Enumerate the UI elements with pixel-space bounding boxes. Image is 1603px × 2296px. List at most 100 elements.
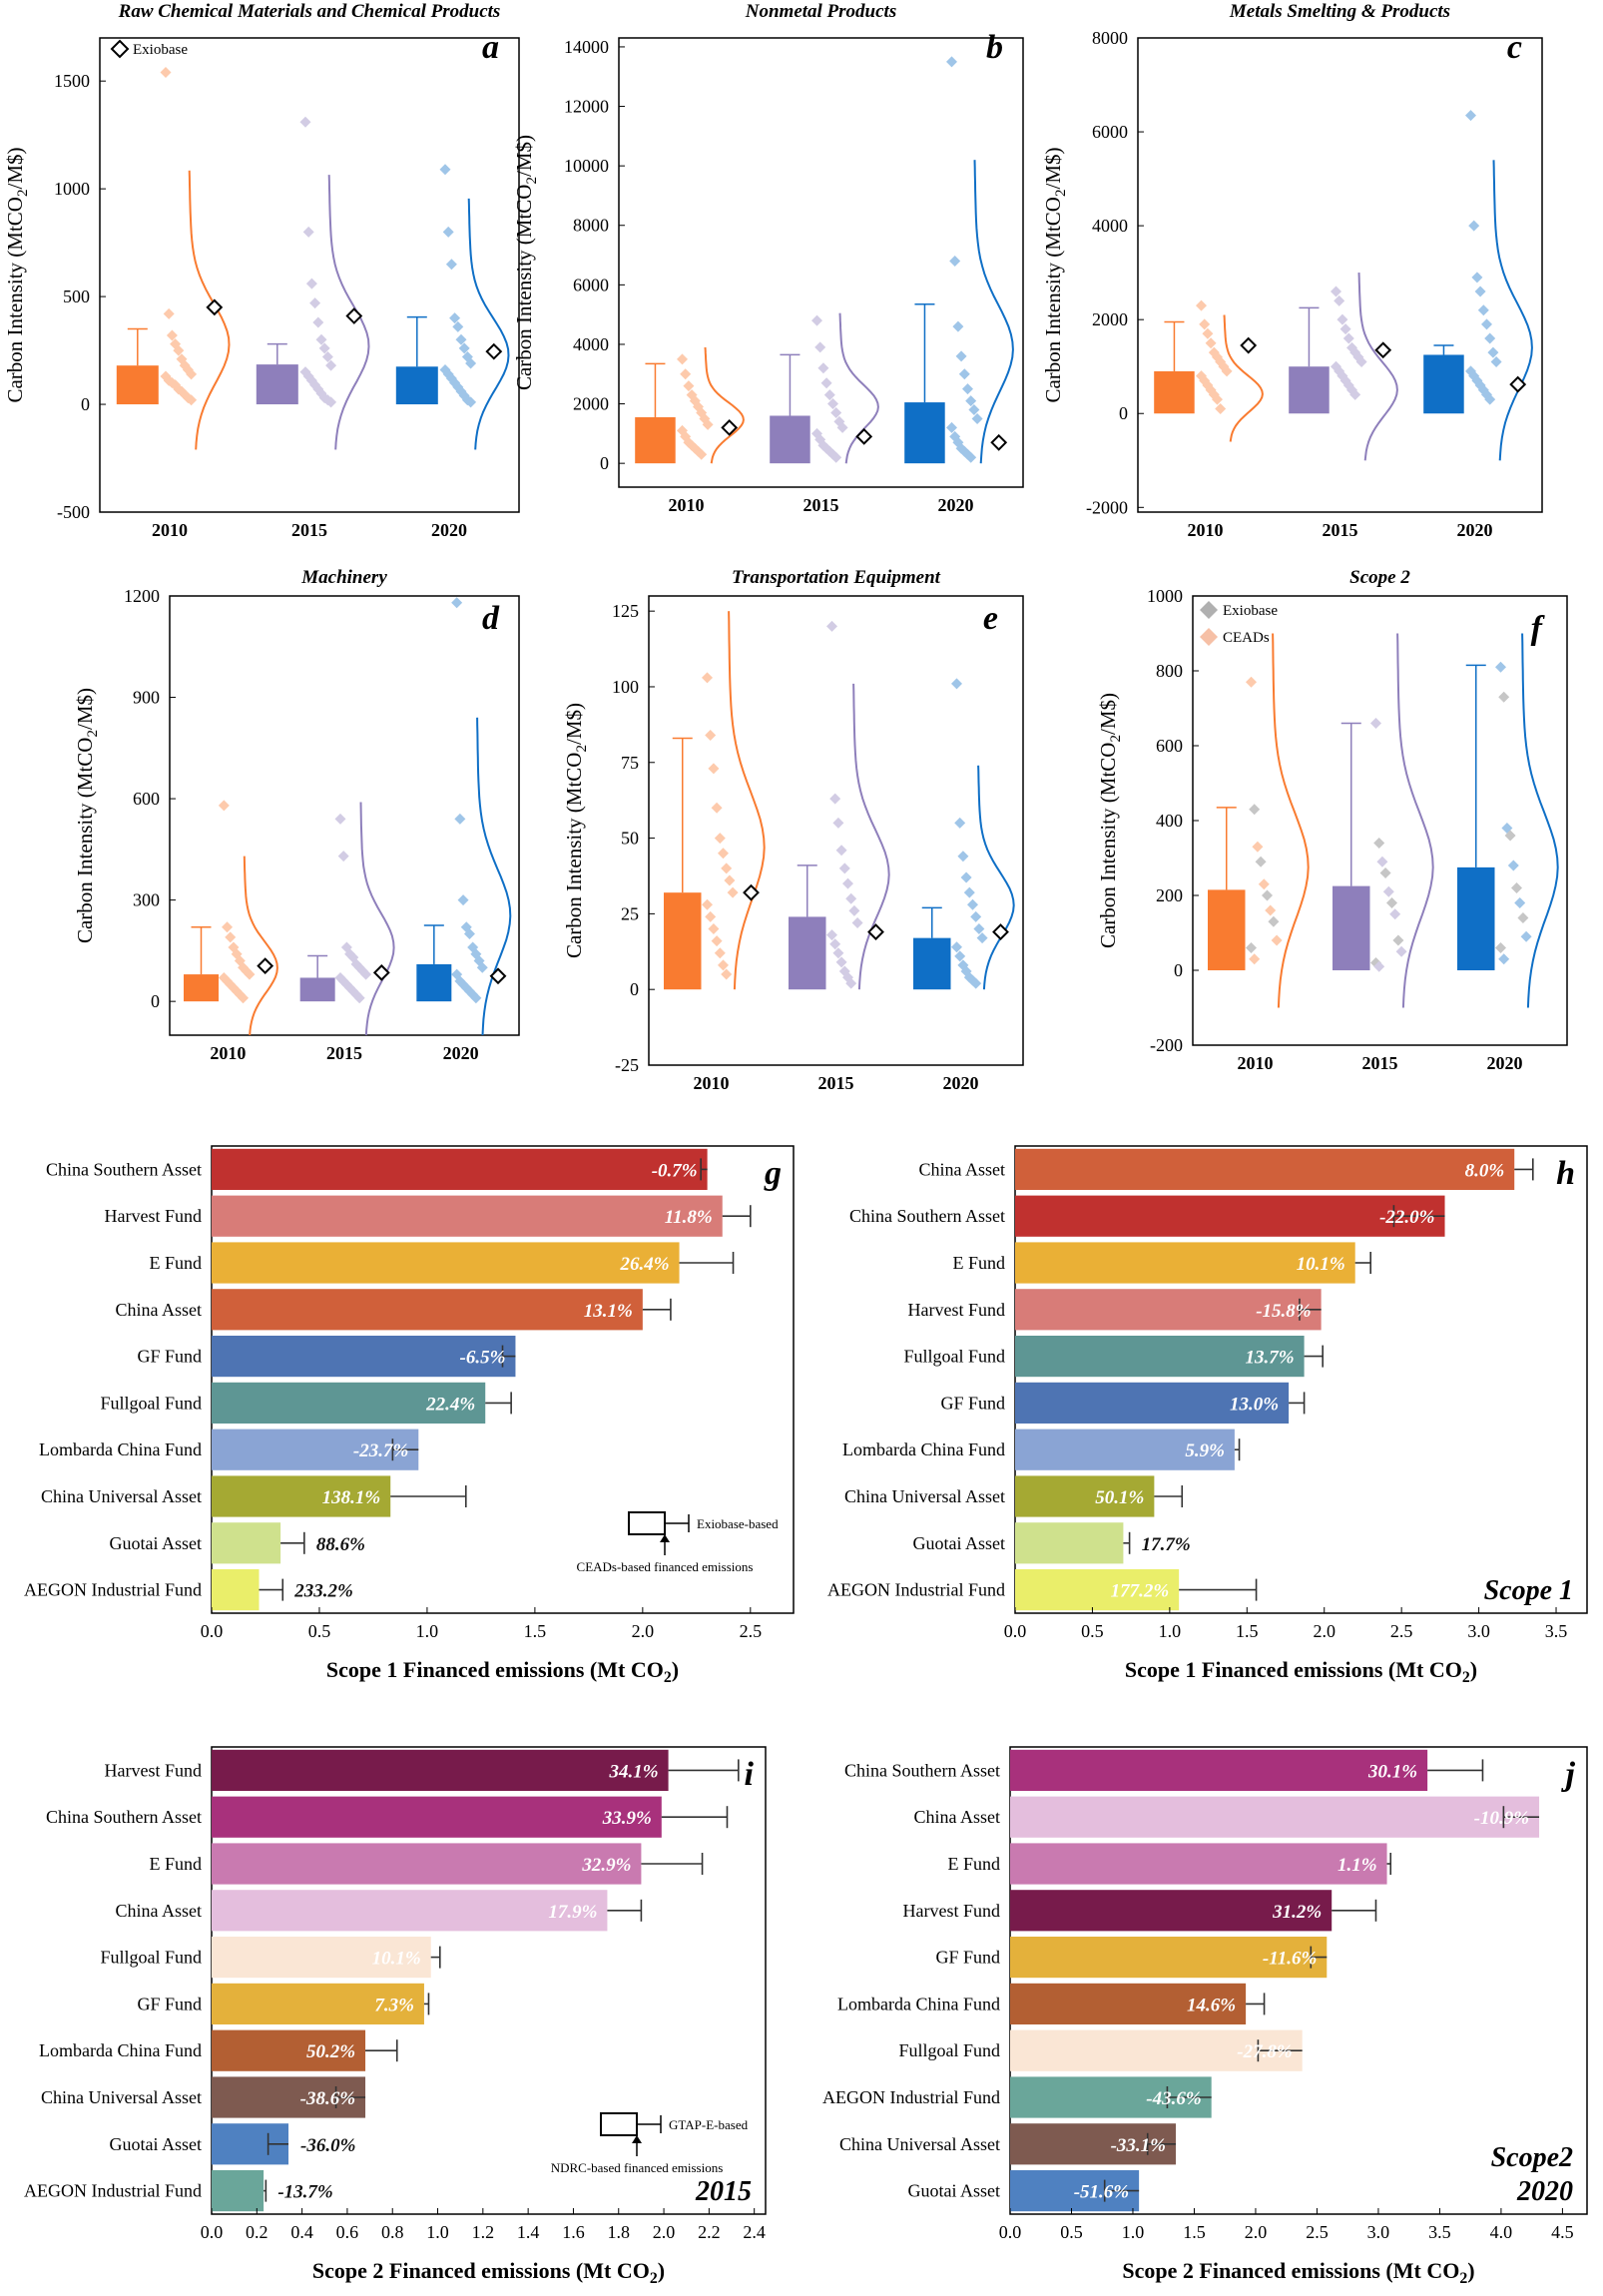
corner-label: Scope 1 bbox=[1484, 1575, 1573, 1606]
y-tick-label: 10000 bbox=[564, 156, 609, 176]
data-point bbox=[1265, 904, 1277, 916]
y-axis-label-part: Carbon Intensity (MtCO bbox=[1041, 197, 1065, 402]
x-tick-label: 3.0 bbox=[1367, 2222, 1390, 2242]
change-label: 177.2% bbox=[1111, 1581, 1170, 1602]
change-label: 34.1% bbox=[609, 1761, 659, 1782]
y-axis-label-subscript: 2 bbox=[524, 177, 540, 185]
x-tick-label: 2.5 bbox=[1390, 1621, 1413, 1641]
change-label: 8.0% bbox=[1465, 1160, 1505, 1181]
bar bbox=[212, 2029, 366, 2071]
data-point bbox=[1504, 830, 1516, 842]
bar bbox=[212, 1475, 391, 1517]
data-point bbox=[1465, 110, 1476, 122]
data-point bbox=[325, 359, 337, 371]
fund-label: Harvest Fund bbox=[908, 1300, 1006, 1320]
data-point bbox=[714, 947, 726, 959]
data-point bbox=[1474, 286, 1486, 297]
x-tick-label: 3.5 bbox=[1545, 1621, 1568, 1641]
data-point bbox=[727, 886, 739, 898]
x-axis-label-subscript: 2 bbox=[664, 1669, 672, 1686]
fund-label: China Asset bbox=[115, 1300, 202, 1320]
data-point bbox=[1511, 882, 1522, 893]
data-point bbox=[1495, 942, 1506, 953]
fund-label: E Fund bbox=[947, 1854, 1000, 1874]
data-point bbox=[451, 597, 463, 609]
data-point bbox=[218, 800, 230, 812]
x-tick-label: 2010 bbox=[669, 495, 705, 515]
bar bbox=[212, 1522, 281, 1564]
density-curve bbox=[1272, 633, 1310, 1008]
data-point bbox=[962, 383, 973, 395]
bar bbox=[913, 937, 951, 990]
data-point bbox=[971, 412, 983, 424]
y-tick-label: 25 bbox=[621, 903, 639, 923]
change-label: 14.6% bbox=[1187, 1995, 1236, 2015]
fund-label: GF Fund bbox=[935, 1948, 1000, 1968]
data-point bbox=[954, 950, 966, 962]
legend-note: CEADs-based financed emissions bbox=[577, 1559, 754, 1574]
x-tick-label: 0.0 bbox=[999, 2222, 1022, 2242]
y-axis-label-part: Carbon Intensity (MtCO bbox=[1096, 743, 1120, 948]
change-label: -11.6% bbox=[1263, 1949, 1317, 1970]
density-curve bbox=[243, 856, 278, 1036]
data-point bbox=[958, 368, 970, 380]
x-tick-label: 1.5 bbox=[524, 1621, 547, 1641]
data-point bbox=[957, 851, 969, 862]
bar bbox=[212, 1749, 669, 1791]
fund-label: Guotai Asset bbox=[110, 2134, 203, 2154]
x-tick-label: 2020 bbox=[938, 495, 974, 515]
fund-label: Lombarda China Fund bbox=[842, 1439, 1005, 1459]
density-curve bbox=[1492, 160, 1533, 461]
x-tick-label: 2015 bbox=[1362, 1053, 1398, 1073]
x-tick-label: 1.0 bbox=[426, 2222, 449, 2242]
data-point bbox=[449, 312, 461, 324]
data-point bbox=[1379, 867, 1391, 878]
data-point bbox=[965, 395, 977, 407]
bar bbox=[789, 916, 826, 990]
data-point bbox=[711, 935, 723, 947]
data-point bbox=[1221, 365, 1233, 377]
bar bbox=[212, 1429, 419, 1470]
x-axis-label-part: ) bbox=[672, 1657, 679, 1682]
data-point bbox=[445, 259, 457, 271]
bar bbox=[212, 1289, 643, 1331]
bar bbox=[212, 1148, 708, 1190]
data-point bbox=[1271, 934, 1283, 946]
plot-frame bbox=[211, 1145, 795, 1614]
data-point bbox=[1520, 930, 1532, 942]
y-tick-label: 1000 bbox=[1147, 586, 1183, 606]
bar bbox=[1015, 1522, 1124, 1564]
data-point bbox=[1342, 332, 1354, 344]
bar bbox=[212, 1569, 260, 1611]
data-point bbox=[835, 845, 847, 857]
bar bbox=[1010, 2029, 1303, 2071]
bar bbox=[1015, 1569, 1180, 1611]
data-point bbox=[1331, 286, 1341, 297]
panel-i: i Harvest Fund 34.1% China Southern Asset 33… bbox=[24, 1746, 767, 2287]
data-point bbox=[965, 451, 977, 463]
change-label: 13.7% bbox=[1246, 1348, 1295, 1369]
fund-label: China Asset bbox=[115, 1901, 202, 1921]
exiobase-marker bbox=[743, 883, 760, 901]
panel-letter: j bbox=[1561, 1756, 1576, 1793]
x-tick-label: 1.0 bbox=[416, 1621, 439, 1641]
legend-label: CEADs bbox=[1223, 630, 1270, 646]
x-tick-label: 1.2 bbox=[472, 2222, 495, 2242]
legend-marker bbox=[110, 39, 130, 59]
density-curve bbox=[704, 346, 745, 464]
x-tick-label: 2010 bbox=[210, 1043, 246, 1063]
bar bbox=[212, 1890, 608, 1932]
data-point bbox=[1339, 323, 1351, 335]
data-point bbox=[677, 353, 688, 365]
exiobase-marker bbox=[257, 957, 274, 975]
y-axis-label-subscript: 2 bbox=[1053, 189, 1069, 197]
fund-label: China Southern Asset bbox=[849, 1206, 1005, 1226]
plot-frame bbox=[618, 37, 1024, 488]
change-label: 33.9% bbox=[602, 1808, 652, 1829]
fund-label: Harvest Fund bbox=[105, 1206, 203, 1226]
x-tick-label: 2020 bbox=[943, 1073, 979, 1093]
legend-label: Exiobase-based bbox=[697, 1516, 779, 1531]
data-point bbox=[835, 956, 847, 968]
change-label: -36.0% bbox=[300, 2135, 355, 2156]
fund-label: China Universal Asset bbox=[41, 2087, 202, 2107]
